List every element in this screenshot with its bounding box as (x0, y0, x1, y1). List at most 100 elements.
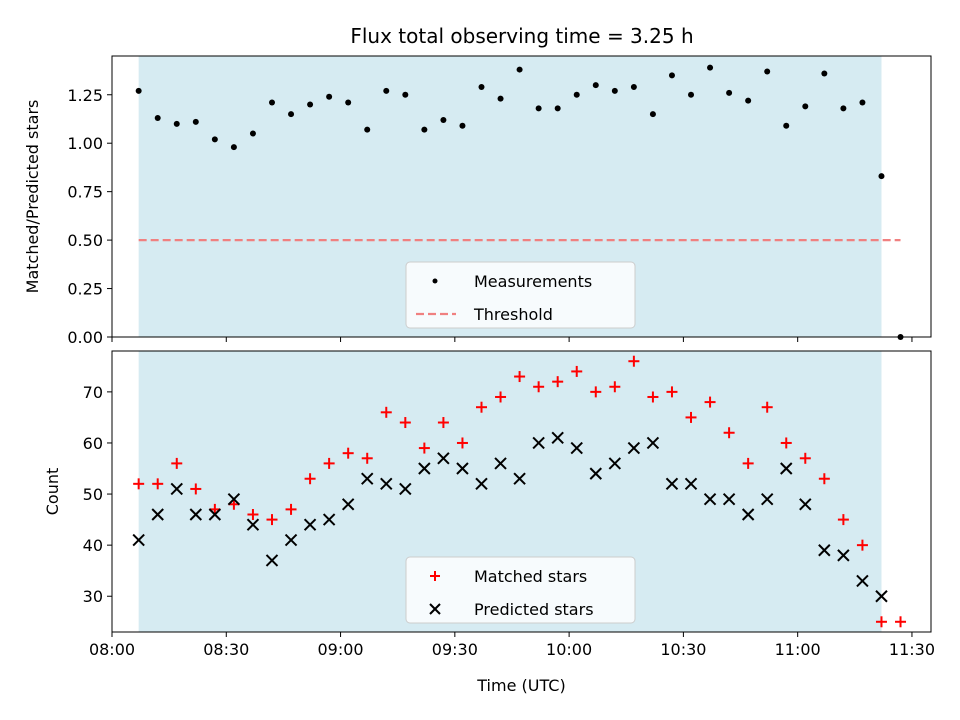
predicted-star-point (437, 452, 450, 465)
predicted-star-point (570, 441, 583, 455)
legend-label: Threshold (473, 305, 553, 324)
measurement-point (707, 64, 714, 71)
predicted-star-point (551, 431, 564, 445)
x-tick-label: 10:30 (660, 640, 706, 659)
measurement-point (783, 122, 790, 129)
predicted-star-point (456, 462, 469, 475)
matched-star-point (780, 437, 792, 449)
top-panel: 0.00 0.25 0.50 0.75 1.00 1.25 Matched/Predicte… (23, 55, 932, 347)
y-tick-label: 0.00 (67, 328, 103, 347)
y-tick-label: 0.50 (67, 231, 103, 250)
figure-title: Flux total observing time = 3.25 h (350, 24, 693, 48)
predicted-star-point (132, 533, 145, 547)
axes-frame (111, 350, 932, 633)
matched-star-point (704, 396, 716, 408)
predicted-star-point (513, 472, 526, 485)
x-tick-label: 11:30 (889, 640, 935, 659)
legend-plus-marker (430, 571, 440, 581)
matched-star-point (723, 427, 735, 439)
measurement-point (573, 91, 580, 98)
legend-box (405, 261, 636, 329)
predicted-star-point (284, 533, 298, 547)
predicted-star-point (227, 492, 241, 506)
predicted-star-point (322, 513, 336, 526)
measurement-point (764, 68, 771, 75)
predicted-star-point (532, 436, 545, 450)
x-tick-label: 10:00 (546, 640, 592, 659)
predicted-star-point (189, 508, 203, 521)
matched-star-point (514, 371, 526, 383)
matched-star-point (495, 391, 507, 403)
series-matched-stars (133, 355, 907, 628)
measurement-point (402, 91, 409, 98)
measurement-point (821, 70, 828, 77)
y-axis-title: Count (43, 468, 62, 516)
predicted-star-point (341, 498, 355, 511)
predicted-star-point (741, 508, 755, 521)
measurement-point (459, 122, 466, 129)
measurement-point (554, 105, 561, 112)
matched-star-point (647, 391, 659, 403)
predicted-star-point (170, 482, 183, 496)
predicted-star-point (361, 472, 374, 485)
y-axis-title: Matched/Predicted stars (23, 100, 42, 294)
matched-star-point (552, 376, 564, 388)
measurement-point (535, 105, 542, 112)
predicted-star-point (646, 436, 660, 450)
measurement-point (745, 97, 752, 104)
predicted-star-point (780, 462, 793, 475)
measurement-point (154, 115, 161, 122)
predicted-star-point (399, 482, 412, 496)
measurement-point (497, 95, 504, 102)
predicted-star-point (684, 477, 698, 491)
predicted-star-point (475, 477, 488, 491)
predicted-star-point (703, 492, 717, 506)
predicted-star-point (722, 492, 736, 506)
predicted-star-point (265, 554, 279, 567)
matched-star-point (818, 473, 830, 485)
predicted-star-point (151, 508, 164, 521)
matched-star-point (209, 503, 221, 515)
bottom-panel: 30 40 50 60 70 08:00 08:30 09:00 09:30 10:00 10:30… (43, 350, 935, 695)
matched-star-point (418, 442, 430, 454)
measurement-point (230, 144, 237, 151)
y-tick-label: 0.75 (67, 183, 103, 202)
measurement-point (649, 111, 656, 118)
measurement-point (726, 89, 733, 96)
matched-star-point (266, 514, 278, 526)
matched-star-point (323, 457, 335, 469)
matched-star-point (476, 401, 488, 413)
predicted-star-point (589, 467, 602, 480)
legend-label: Matched stars (474, 567, 587, 586)
predicted-star-point (665, 477, 679, 491)
measurement-point (688, 91, 695, 98)
y-tick-label: 30 (83, 587, 103, 606)
matched-star-point (171, 457, 183, 469)
matched-star-point (837, 514, 849, 526)
predicted-star-point (246, 518, 260, 531)
predicted-star-point (856, 574, 869, 588)
matched-star-point (342, 447, 354, 459)
measurement-point (478, 84, 485, 91)
measurement-point (668, 72, 675, 79)
matched-star-point (304, 473, 316, 485)
legend-x-marker (429, 603, 441, 615)
matched-star-point (190, 483, 202, 495)
legend: Matched stars Predicted stars (405, 556, 636, 624)
measurement-point (802, 103, 809, 110)
measurement-point (364, 126, 371, 133)
measurement-point (859, 99, 866, 106)
legend-box (405, 556, 636, 624)
matched-star-point (742, 457, 754, 469)
axes-frame (111, 55, 932, 338)
measurement-point (878, 173, 885, 180)
x-axis-title: Time (UTC) (476, 676, 565, 695)
y-tick-label: 40 (83, 536, 103, 555)
matched-star-point (895, 616, 907, 628)
predicted-star-point (837, 549, 850, 562)
measurement-point (211, 136, 218, 143)
y-tick-label: 0.25 (67, 280, 103, 299)
matched-star-point (285, 503, 297, 515)
y-tick-label: 1.00 (67, 134, 103, 153)
